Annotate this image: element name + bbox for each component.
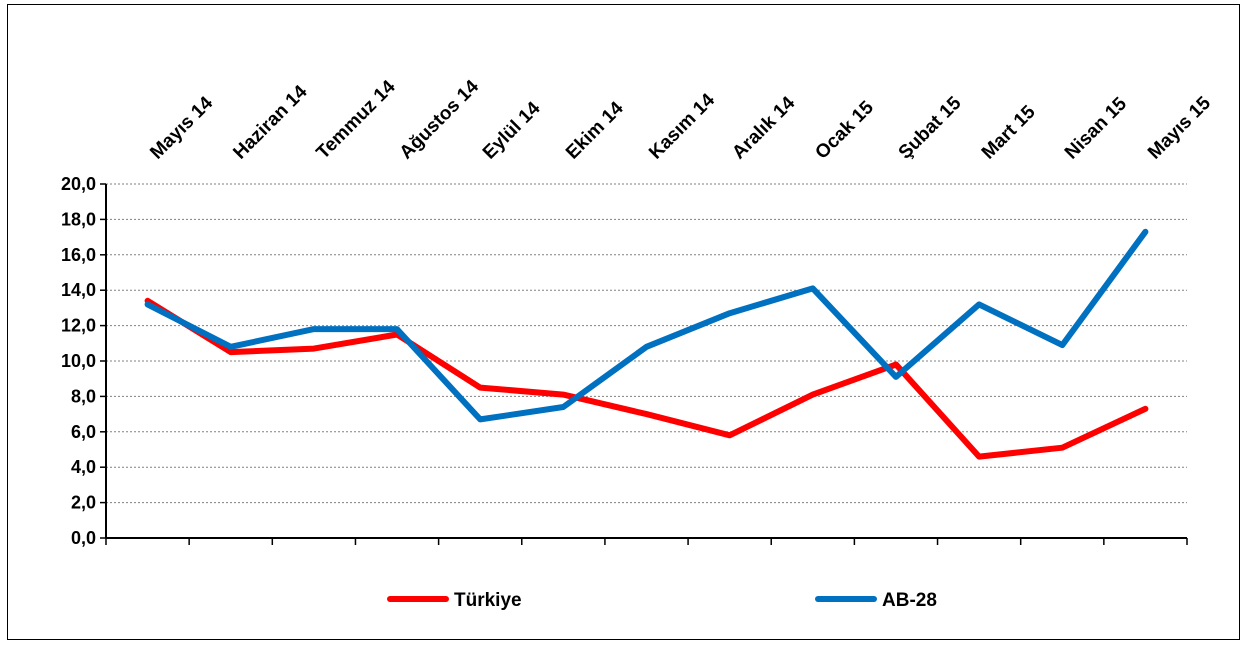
x-category-label: Mayıs 15 xyxy=(1144,92,1215,163)
x-category-label: Ağustos 14 xyxy=(396,76,484,164)
x-category-label: Mayıs 14 xyxy=(146,92,217,163)
series-line-ab28 xyxy=(144,228,1149,423)
y-tick-label: 20,0 xyxy=(61,174,96,194)
y-tick-label: 12,0 xyxy=(61,316,96,336)
y-tick-label: 10,0 xyxy=(61,351,96,371)
y-tick-label: 8,0 xyxy=(71,386,96,406)
y-tick-label: 16,0 xyxy=(61,245,96,265)
series-lines xyxy=(144,228,1149,460)
legend-label: AB-28 xyxy=(882,590,937,611)
x-category-label: Aralık 14 xyxy=(728,92,799,163)
chart-frame xyxy=(7,4,1240,640)
series-line-turkiye xyxy=(144,297,1149,460)
y-tick-label: 2,0 xyxy=(71,493,96,513)
y-tick-label: 14,0 xyxy=(61,280,96,300)
x-category-label: Ekim 14 xyxy=(562,98,628,164)
x-category-label: Haziran 14 xyxy=(229,81,311,163)
x-category-label: Eylül 14 xyxy=(479,98,545,164)
legend: Türkiye AB-28 xyxy=(387,590,937,611)
x-category-label: Temmuz 14 xyxy=(313,76,400,163)
legend-label: Türkiye xyxy=(454,590,522,611)
grid-lines xyxy=(106,183,1187,504)
y-axis-tick-labels: 0,0 2,0 4,0 6,0 8,0 10,0 12,0 14,0 16,0 18,0 20,0 xyxy=(61,174,96,548)
x-category-label: Şubat 15 xyxy=(895,92,966,163)
y-tick-label: 6,0 xyxy=(71,422,96,442)
y-tick-label: 18,0 xyxy=(61,209,96,229)
y-tick-label: 4,0 xyxy=(71,457,96,477)
x-category-label: Ocak 15 xyxy=(811,97,878,164)
x-category-label: Mart 15 xyxy=(978,101,1040,163)
x-category-label: Kasım 14 xyxy=(645,89,719,163)
y-tick-label: 0,0 xyxy=(71,528,96,548)
x-category-label: Nisan 15 xyxy=(1061,93,1131,163)
axes xyxy=(100,183,1188,545)
